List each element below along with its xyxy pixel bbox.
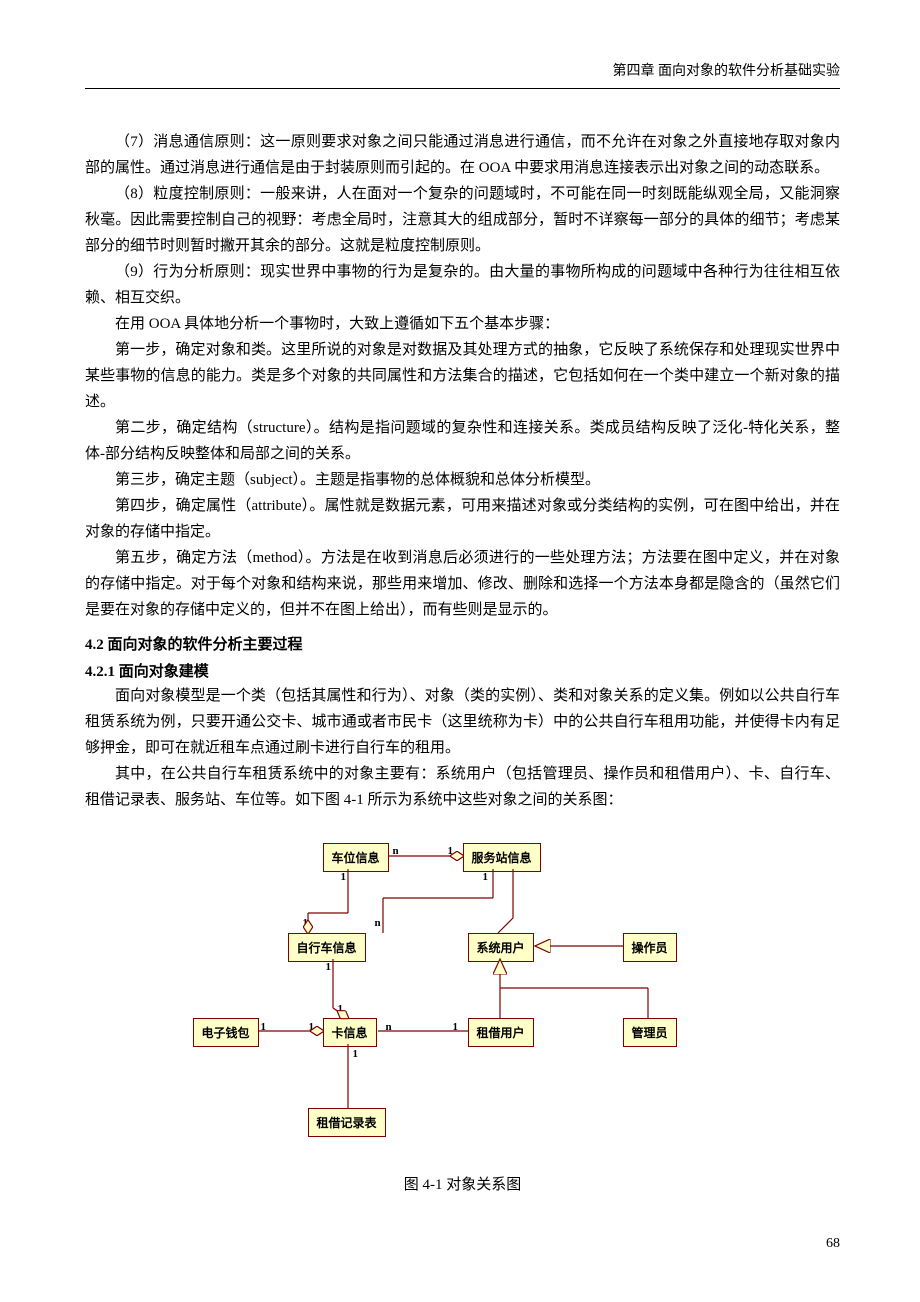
para-9: （9）行为分析原则：现实世界中事物的行为是复杂的。由大量的事物所构成的问题域中各… [85, 259, 840, 311]
node-bike-info: 自行车信息 [288, 933, 366, 962]
node-rent-user: 租借用户 [468, 1018, 534, 1047]
section-4-2-1: 4.2.1 面向对象建模 [85, 660, 840, 681]
para-intro: 在用 OOA 具体地分析一个事物时，大致上遵循如下五个基本步骤： [85, 311, 840, 337]
node-card-info: 卡信息 [323, 1018, 377, 1047]
para-8: （8）粒度控制原则：一般来讲，人在面对一个复杂的问题域时，不可能在同一时刻既能纵… [85, 181, 840, 259]
node-operator: 操作员 [623, 933, 677, 962]
object-relation-diagram: 车位信息 服务站信息 自行车信息 系统用户 操作员 电子钱包 卡信息 租借用户 … [183, 833, 743, 1153]
mult-card-1b: 1 [338, 1003, 344, 1015]
step-2: 第二步，确定结构（structure）。结构是指问题域的复杂性和连接关系。类成员… [85, 415, 840, 467]
mult-station-1b: 1 [483, 871, 489, 883]
mult-card-n: n [386, 1021, 392, 1033]
figure-caption: 图 4-1 对象关系图 [85, 1173, 840, 1194]
mult-wallet-1: 1 [261, 1021, 267, 1033]
mult-slot-n: n [393, 845, 399, 857]
step-3: 第三步，确定主题（subject）。主题是指事物的总体概貌和总体分析模型。 [85, 467, 840, 493]
step-4: 第四步，确定属性（attribute）。属性就是数据元素，可用来描述对象或分类结… [85, 493, 840, 545]
mult-rentuser-1: 1 [453, 1021, 459, 1033]
node-slot-info: 车位信息 [323, 843, 389, 872]
mult-card-1a: 1 [309, 1021, 315, 1033]
diagram-edges [183, 833, 743, 1153]
step-1: 第一步，确定对象和类。这里所说的对象是对数据及其处理方式的抽象，它反映了系统保存… [85, 337, 840, 415]
node-admin: 管理员 [623, 1018, 677, 1047]
step-5: 第五步，确定方法（method）。方法是在收到消息后必须进行的一些处理方法；方法… [85, 545, 840, 623]
page-number: 68 [826, 1236, 840, 1252]
body-text: （7）消息通信原则：这一原则要求对象之间只能通过消息进行通信，而不允许在对象之外… [85, 129, 840, 813]
node-station-info: 服务站信息 [463, 843, 541, 872]
node-rent-record: 租借记录表 [308, 1108, 386, 1137]
subpara-1: 面向对象模型是一个类（包括其属性和行为）、对象（类的实例）、类和对象关系的定义集… [85, 683, 840, 761]
mult-bike-1a: 1 [303, 917, 309, 929]
node-wallet: 电子钱包 [193, 1018, 259, 1047]
section-4-2: 4.2 面向对象的软件分析主要过程 [85, 633, 840, 654]
mult-card-1c: 1 [353, 1048, 359, 1060]
node-system-user: 系统用户 [468, 933, 534, 962]
page-header: 第四章 面向对象的软件分析基础实验 [85, 60, 840, 89]
subpara-2: 其中，在公共自行车租赁系统中的对象主要有：系统用户（包括管理员、操作员和租借用户… [85, 761, 840, 813]
para-7: （7）消息通信原则：这一原则要求对象之间只能通过消息进行通信，而不允许在对象之外… [85, 129, 840, 181]
mult-slot-1b: 1 [341, 871, 347, 883]
mult-station-1a: 1 [448, 845, 454, 857]
mult-bike-1b: 1 [326, 961, 332, 973]
mult-bike-n: n [375, 917, 381, 929]
